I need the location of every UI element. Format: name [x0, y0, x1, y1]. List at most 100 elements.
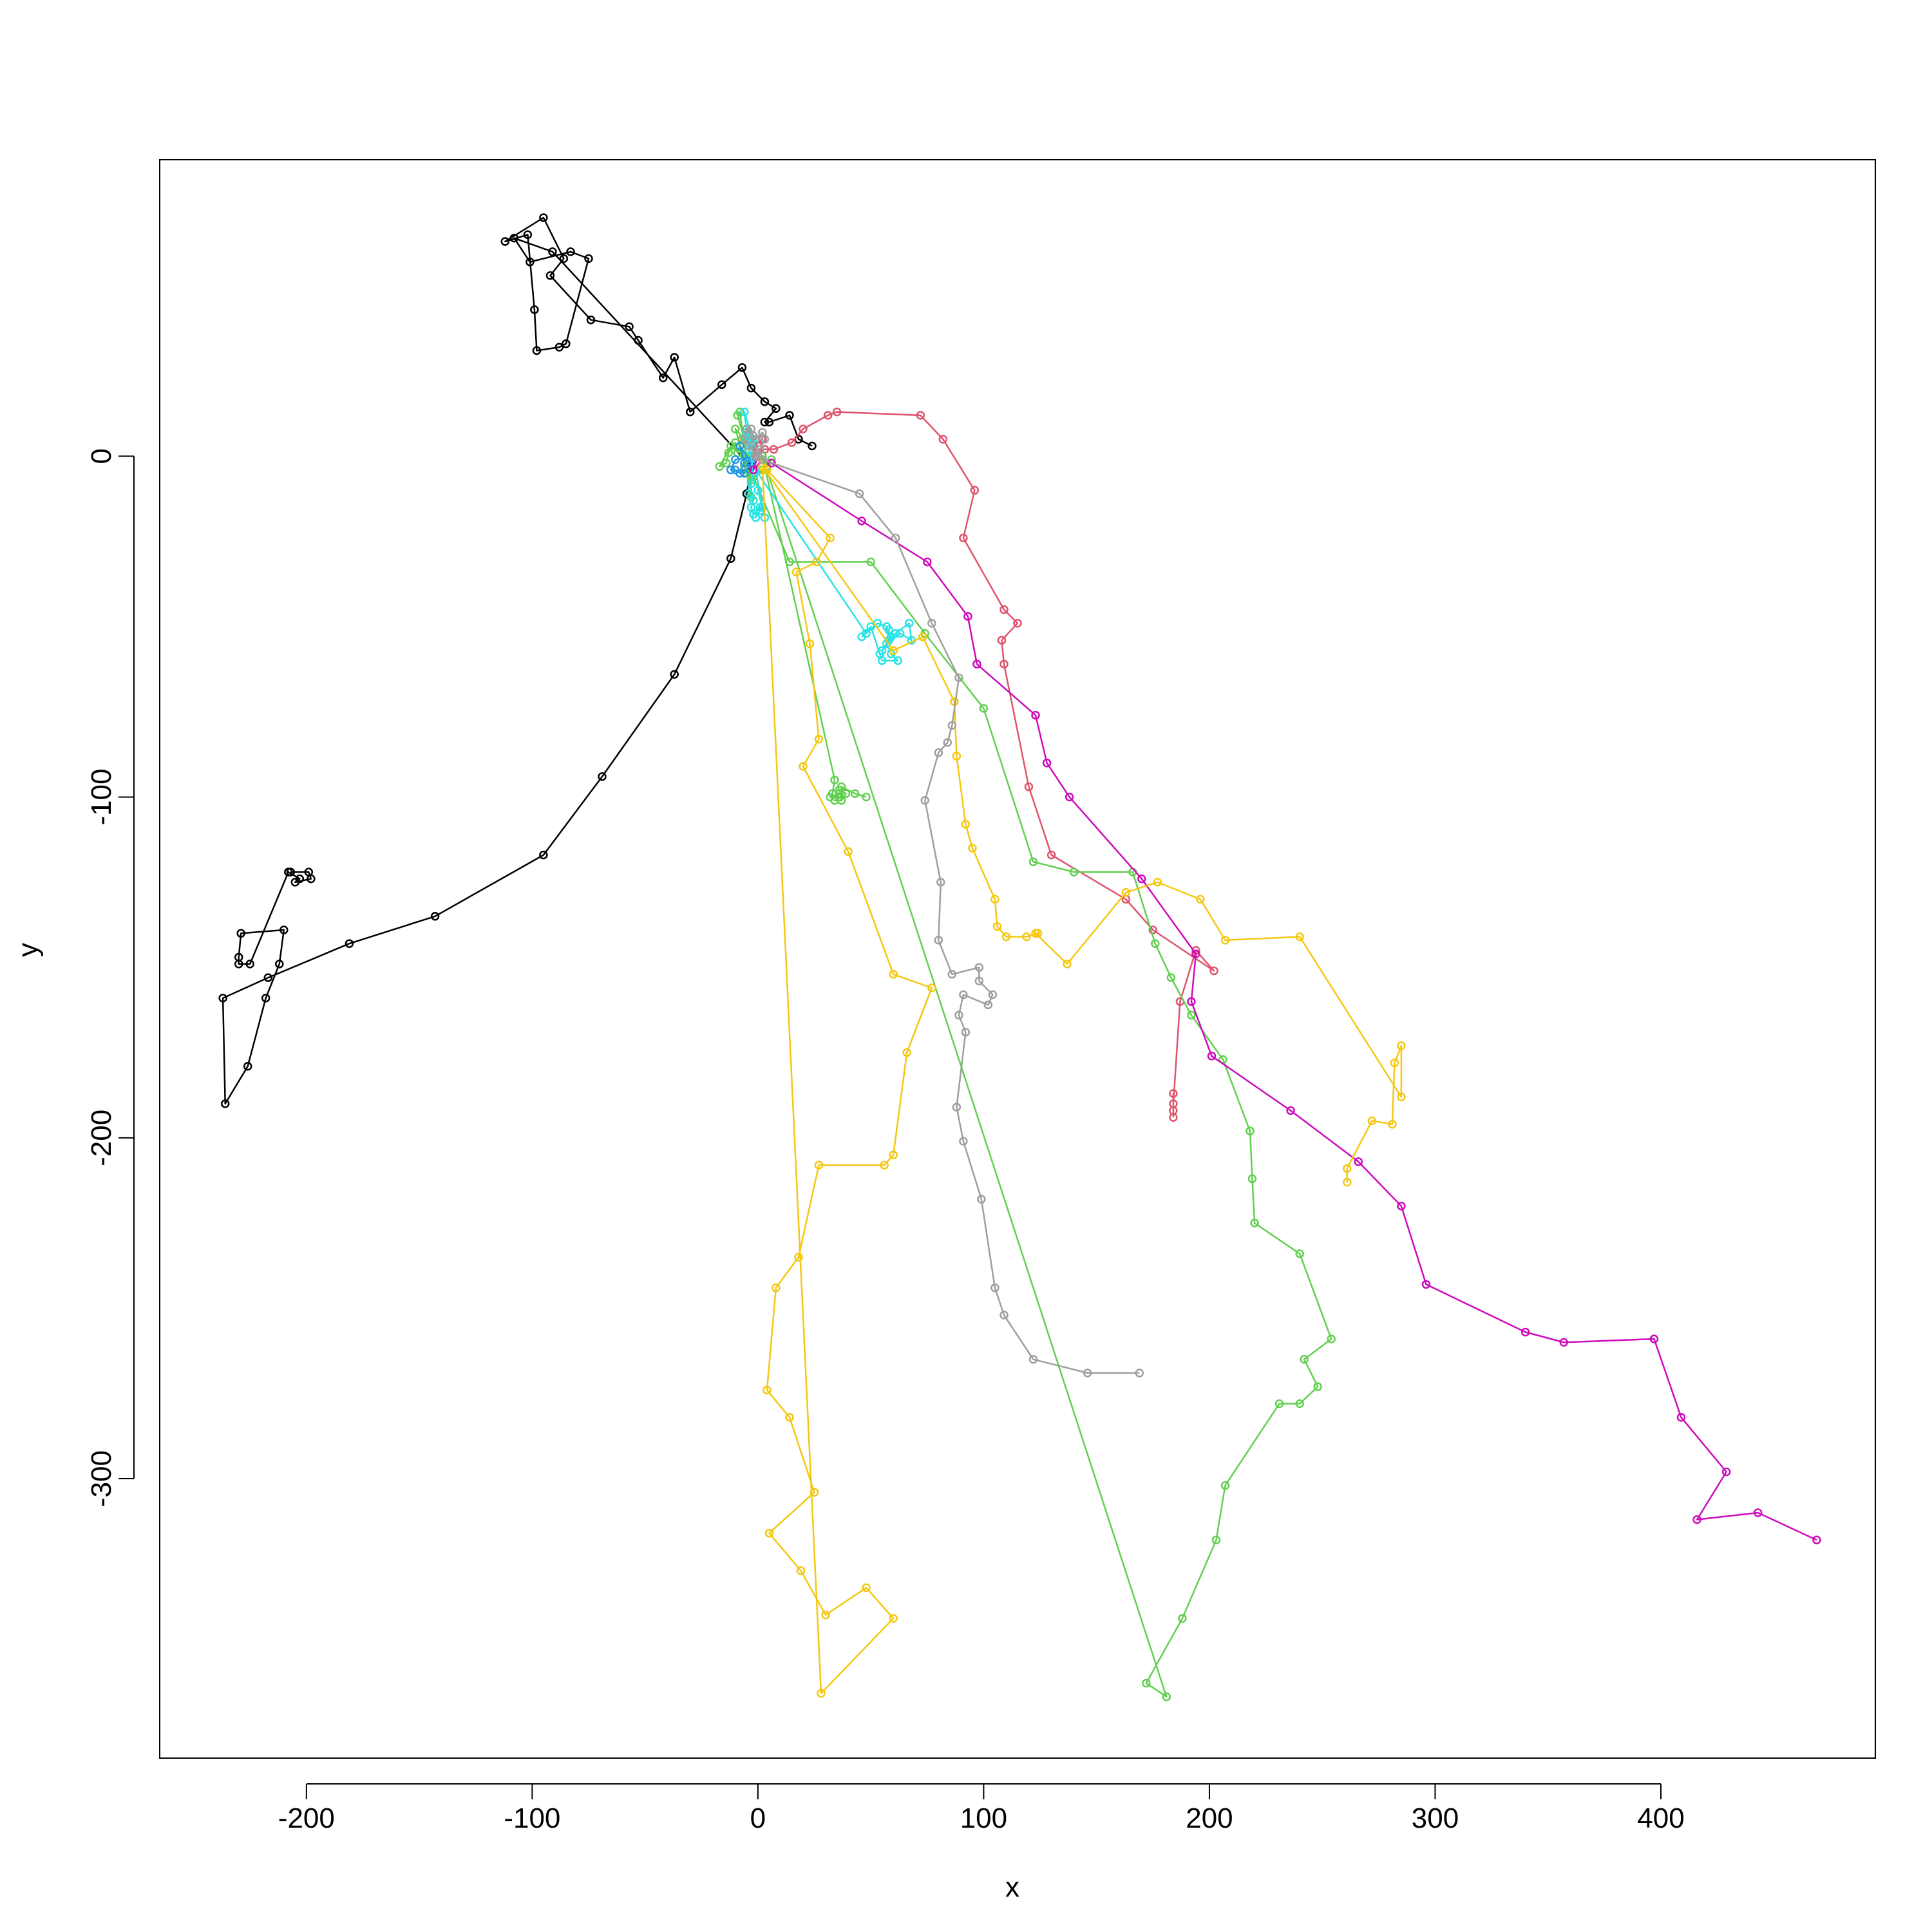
data-point	[1343, 1177, 1352, 1187]
data-point	[769, 445, 779, 454]
data-point	[844, 847, 853, 857]
data-point	[1028, 857, 1038, 866]
data-point	[936, 878, 945, 887]
data-point	[744, 489, 753, 498]
data-point	[974, 976, 984, 986]
data-point	[785, 1413, 794, 1422]
data-point	[857, 516, 866, 526]
data-point	[760, 397, 770, 406]
x-tick-label: 100	[960, 1803, 1007, 1834]
data-point	[963, 612, 972, 621]
data-point	[304, 867, 314, 876]
data-point	[737, 363, 747, 372]
data-point	[952, 1103, 961, 1112]
data-point	[805, 639, 815, 649]
data-point	[866, 557, 875, 567]
data-point	[841, 789, 851, 799]
data-point	[959, 1137, 968, 1146]
data-point	[850, 789, 860, 799]
data-point	[823, 411, 833, 420]
data-point	[1196, 895, 1205, 904]
data-point	[983, 1000, 993, 1010]
data-point	[286, 867, 296, 876]
series-line	[748, 411, 1215, 1118]
data-point	[726, 554, 735, 563]
data-point	[772, 1283, 781, 1293]
data-point	[1153, 878, 1162, 887]
data-point	[916, 411, 925, 420]
data-point	[814, 1160, 824, 1170]
data-point	[1812, 1535, 1821, 1545]
data-point	[832, 407, 842, 417]
data-point	[889, 1614, 898, 1623]
data-point	[625, 322, 634, 332]
data-point	[992, 922, 1002, 931]
data-point	[758, 503, 767, 512]
data-point	[862, 1583, 871, 1593]
data-point	[1295, 1249, 1304, 1258]
data-point	[999, 1311, 1009, 1320]
data-point	[1024, 782, 1034, 791]
data-point	[997, 636, 1007, 645]
data-point	[799, 762, 808, 771]
data-point	[261, 994, 270, 1003]
data-point	[263, 973, 273, 982]
data-point	[1013, 618, 1022, 628]
data-point	[724, 448, 734, 457]
data-point	[904, 618, 914, 628]
data-point	[821, 1610, 830, 1620]
data-point	[749, 465, 758, 475]
data-point	[279, 925, 289, 934]
data-point	[751, 513, 761, 522]
data-point	[722, 459, 731, 468]
data-point	[999, 659, 1009, 668]
data-point	[234, 960, 243, 969]
data-point	[1207, 1052, 1217, 1061]
data-point	[1022, 932, 1031, 942]
data-point	[245, 960, 254, 969]
data-point	[1191, 949, 1200, 958]
data-point	[733, 411, 743, 420]
data-point	[1649, 1334, 1659, 1343]
data-point	[1313, 1382, 1322, 1391]
data-point	[923, 557, 932, 567]
data-point	[1343, 1164, 1352, 1173]
data-point	[539, 213, 548, 222]
data-point	[715, 462, 724, 471]
data-point	[902, 1048, 911, 1057]
y-tick-label: -100	[86, 769, 117, 826]
data-point	[1046, 850, 1056, 860]
data-point	[526, 258, 535, 267]
data-point	[1286, 1106, 1295, 1115]
data-point	[1753, 1508, 1763, 1517]
data-point	[1295, 1399, 1304, 1408]
data-point	[796, 1566, 806, 1575]
data-point	[742, 424, 752, 433]
data-point	[670, 670, 679, 679]
x-tick-label: -100	[504, 1803, 560, 1834]
data-point	[1390, 1058, 1399, 1068]
data-point	[740, 435, 749, 444]
data-point	[717, 380, 726, 390]
data-point	[785, 411, 794, 420]
data-point	[685, 407, 695, 417]
data-point	[891, 533, 900, 543]
data-point	[430, 912, 440, 921]
data-point	[862, 792, 871, 802]
data-point	[1162, 1692, 1171, 1701]
data-point	[1397, 1201, 1406, 1211]
data-point	[954, 1010, 963, 1020]
data-point	[1295, 932, 1304, 942]
data-point	[1692, 1515, 1701, 1524]
y-tick-label: 0	[86, 448, 117, 464]
data-point	[918, 632, 927, 641]
y-axis-title: y	[12, 943, 44, 957]
data-point	[1245, 1126, 1255, 1136]
x-tick-label: 400	[1637, 1803, 1684, 1834]
data-point	[1142, 1678, 1151, 1688]
data-point	[1388, 1119, 1397, 1129]
data-point	[1001, 932, 1011, 942]
data-point	[1148, 925, 1158, 934]
